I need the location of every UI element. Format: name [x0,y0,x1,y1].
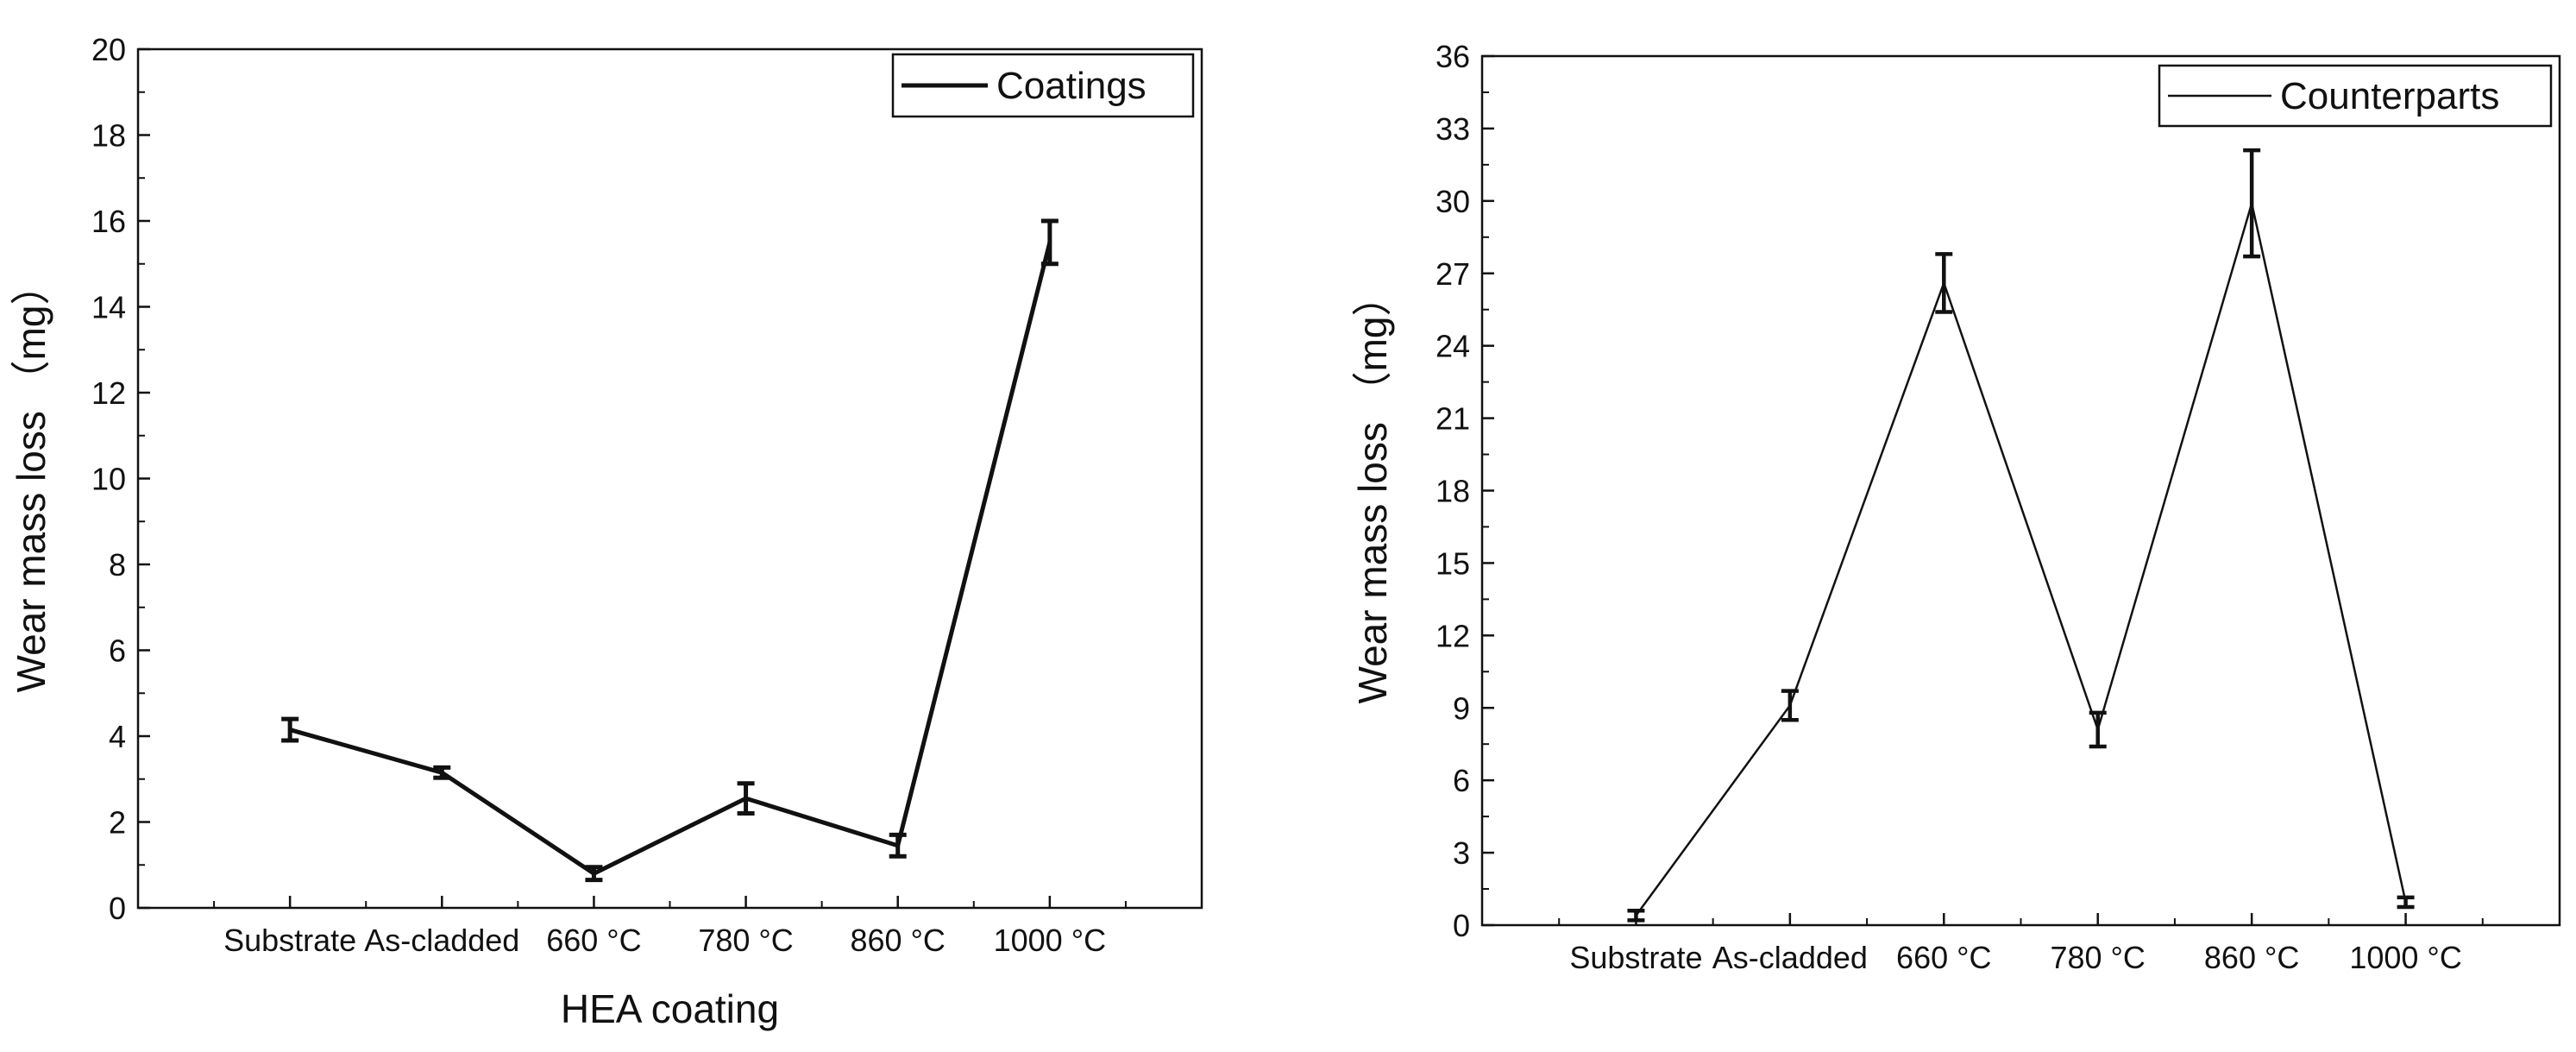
x-tick-label: 780 °C [2050,940,2145,975]
y-tick-label: 0 [1453,908,1470,943]
y-tick-label: 14 [91,290,126,325]
y-tick-label: 30 [1436,184,1470,219]
x-tick-label: As-cladded [364,923,519,958]
x-tick-label: Substrate [223,923,356,958]
chart-coatings: 0 2 4 6 8 10 12 14 16 18 20 Substrate As-cladded 660 … [9,32,1203,1031]
y-tick-label: 6 [109,633,126,669]
legend-label: Counterparts [2280,75,2499,117]
x-tick-label: 660 °C [546,923,641,958]
y-tick-label: 4 [109,719,126,754]
legend-label: Coatings [996,65,1147,107]
y-tick-label: 8 [109,547,126,583]
y-tick-label: 16 [91,204,126,239]
y-axis-label: Wear mass loss （mg） [9,265,53,692]
x-tick-label: 1000 °C [994,923,1106,958]
y-tick-label: 20 [91,32,126,67]
x-tick-label: 780 °C [698,923,793,958]
x-axis-label: HEA coating [561,986,779,1031]
y-axis-label: Wear mass loss （mg） [1350,276,1395,703]
y-tick-label: 10 [91,462,126,497]
x-tick-label: Substrate [1569,940,1702,975]
y-tick-label: 24 [1436,329,1470,364]
y-tick-label: 18 [91,118,126,154]
y-tick-label: 21 [1436,401,1470,437]
y-tick-label: 6 [1453,763,1470,798]
y-tick-label: 36 [1436,39,1470,74]
plot-frame [136,47,1203,910]
y-tick-label: 2 [109,805,126,841]
x-tick-label: 1000 °C [2349,940,2461,975]
y-tick-label: 3 [1453,835,1470,871]
x-tick-label: 860 °C [2204,940,2299,975]
y-tick-label: 18 [1436,474,1470,509]
x-tick-label: As-cladded [1712,940,1868,975]
y-tick-label: 9 [1453,690,1470,726]
plot-frame [1480,54,2561,927]
y-tick-label: 15 [1436,545,1470,581]
x-tick-label: 660 °C [1896,940,1991,975]
y-tick-label: 12 [91,375,126,411]
y-tick-label: 33 [1436,111,1470,147]
x-tick-label: 860 °C [850,923,945,958]
y-tick-label: 0 [109,891,126,926]
series-line [289,242,1052,877]
series-line [1635,203,2407,917]
y-tick-label: 27 [1436,256,1470,292]
y-tick-label: 12 [1436,618,1470,653]
